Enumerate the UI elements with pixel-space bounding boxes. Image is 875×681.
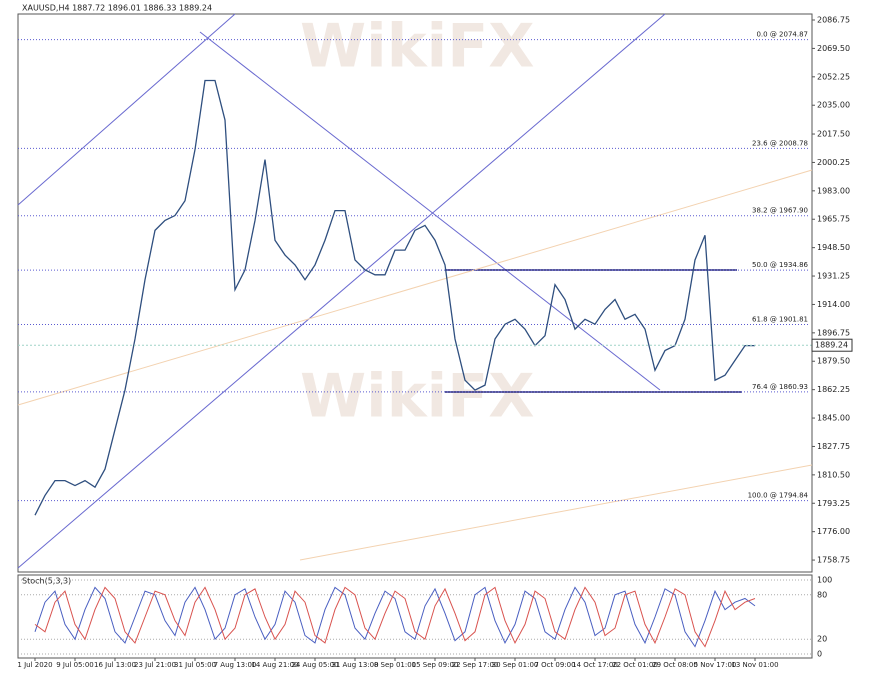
y-tick-label: 2000.25	[817, 158, 850, 167]
fib-label: 0.0 @ 2074.87	[756, 31, 808, 39]
y-tick-label: 2035.00	[817, 101, 850, 110]
x-tick-label: 29 Oct 08:00	[652, 661, 698, 669]
fib-label: 100.0 @ 1794.84	[748, 492, 809, 500]
x-tick-label: 22 Sep 17:00	[452, 661, 499, 669]
x-tick-label: 24 Aug 05:00	[291, 661, 338, 669]
y-tick-label: 2017.50	[817, 130, 850, 139]
x-tick-label: 30 Sep 01:00	[492, 661, 539, 669]
x-tick-label: 7 Aug 13:00	[214, 661, 257, 669]
fib-label: 38.2 @ 1967.90	[752, 207, 808, 215]
x-tick-label: 1 Jul 2020	[17, 661, 52, 669]
watermark: WikiFX	[300, 12, 534, 82]
fib-label: 23.6 @ 2008.78	[752, 139, 808, 147]
y-tick-label: 1845.00	[817, 414, 850, 423]
x-tick-label: 14 Oct 17:00	[572, 661, 618, 669]
trend-line	[17, 13, 666, 569]
x-tick-label: 9 Jul 05:00	[56, 661, 94, 669]
y-tick-label: 1931.25	[817, 272, 850, 281]
trend-line	[17, 169, 813, 406]
y-tick-label: 1948.50	[817, 243, 850, 252]
y-tick-label: 1896.75	[817, 328, 850, 337]
y-tick-label: 100	[817, 576, 832, 585]
x-tick-label: 31 Aug 13:00	[331, 661, 378, 669]
fib-label: 50.0 @ 1934.86	[752, 261, 809, 269]
chart-title: XAUUSD,H4 1887.72 1896.01 1886.33 1889.2…	[22, 4, 212, 13]
x-tick-label: 31 Jul 05:00	[174, 661, 216, 669]
x-tick-label: 7 Oct 09:00	[534, 661, 575, 669]
stoch-panel	[17, 574, 813, 659]
y-tick-label: 1810.50	[817, 470, 850, 479]
y-tick-label: 1879.50	[817, 357, 850, 366]
x-tick-label: 16 Jul 13:00	[94, 661, 136, 669]
price-panel	[17, 13, 813, 573]
price-line	[34, 79, 755, 516]
watermark: WikiFX	[300, 362, 534, 432]
y-tick-label: 1983.00	[817, 186, 850, 195]
stoch-title: Stoch(5,3,3)	[22, 577, 71, 586]
y-tick-label: 2052.25	[817, 72, 850, 81]
y-tick-label: 80	[817, 590, 827, 599]
y-tick-label: 1862.25	[817, 385, 850, 394]
y-tick-label: 1776.00	[817, 527, 850, 536]
y-tick-label: 1793.25	[817, 499, 850, 508]
x-tick-label: 13 Nov 01:00	[731, 661, 778, 669]
y-tick-label: 1965.75	[817, 215, 850, 224]
y-tick-label: 2069.50	[817, 44, 850, 53]
y-tick-label: 1827.75	[817, 442, 850, 451]
x-tick-label: 14 Aug 21:00	[251, 661, 298, 669]
last-price-label: 1889.24	[815, 341, 848, 350]
x-tick-label: 8 Sep 01:00	[374, 661, 416, 669]
trend-line	[199, 31, 661, 391]
y-tick-label: 0	[817, 650, 822, 659]
fib-label: 76.4 @ 1860.93	[752, 383, 808, 391]
y-tick-label: 2086.75	[817, 16, 850, 25]
last-price-box	[811, 338, 853, 352]
trend-line	[17, 13, 236, 206]
y-tick-label: 1914.00	[817, 300, 850, 309]
trend-line	[299, 464, 813, 561]
stoch-line	[34, 586, 756, 648]
y-tick-label: 20	[817, 635, 827, 644]
x-tick-label: 23 Jul 21:00	[134, 661, 176, 669]
stoch-line	[34, 586, 756, 648]
x-tick-label: 5 Nov 17:00	[694, 661, 737, 669]
fib-label: 61.8 @ 1901.81	[752, 316, 808, 324]
y-tick-label: 1758.75	[817, 556, 850, 565]
trend-lines	[17, 13, 813, 569]
x-tick-label: 22 Oct 01:00	[612, 661, 658, 669]
x-tick-label: 15 Sep 09:00	[412, 661, 459, 669]
